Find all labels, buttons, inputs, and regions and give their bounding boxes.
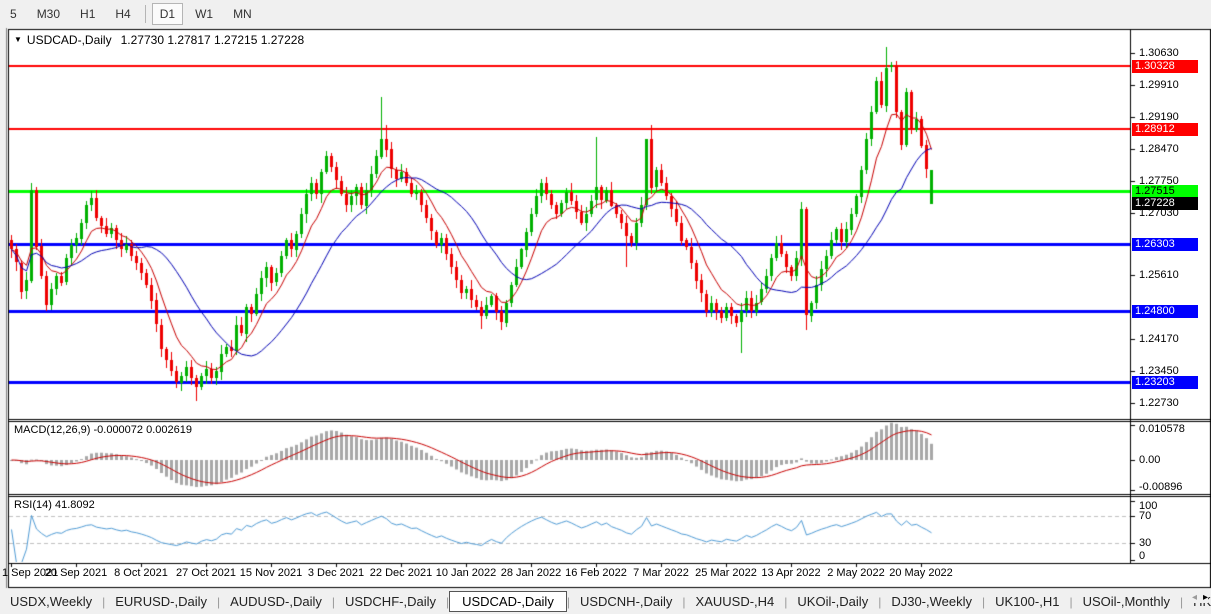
chart-tab-usdcad-daily[interactable]: USDCAD-,Daily <box>449 591 567 612</box>
price-line-badge: 1.28912 <box>1132 122 1198 136</box>
chart-tab-eurusd-daily[interactable]: EURUSD-,Daily <box>115 594 207 609</box>
price-line-badge: 1.27228 <box>1132 197 1198 211</box>
tab-separator: | <box>102 594 106 609</box>
chart-tab-bar: USDX,Weekly | EURUSD-,Daily | AUDUSD-,Daily |… <box>0 589 1211 614</box>
rsi-axis-tick: 100 <box>1139 500 1158 512</box>
chart-tab-uk100-h1[interactable]: UK100-,H1 <box>995 594 1060 609</box>
date-axis-label: 22 Dec 2021 <box>369 567 433 579</box>
chart-tab-usdcnh-daily[interactable]: USDCNH-,Daily <box>579 594 673 609</box>
macd-indicator-label: MACD(12,26,9) -0.000072 0.002619 <box>14 424 192 436</box>
rsi-axis-tick: 70 <box>1139 510 1152 522</box>
tab-separator: | <box>566 594 570 609</box>
chart-tab-xauusd-h4[interactable]: XAUUSD-,H4 <box>695 594 775 609</box>
tab-separator: | <box>1069 594 1073 609</box>
price-axis-tick: 1.28470 <box>1139 142 1179 155</box>
macd-axis-tick: -0.00896 <box>1139 481 1183 493</box>
chart-title: ▼ USDCAD-,Daily 1.27730 1.27817 1.27215 1.… <box>14 33 304 47</box>
price-axis-tick: 1.29910 <box>1139 78 1179 91</box>
date-axis-label: 15 Nov 2021 <box>239 567 303 579</box>
tab-separator: | <box>878 594 882 609</box>
price-line-badge: 1.27515 <box>1132 184 1198 198</box>
rsi-axis-tick: 30 <box>1139 537 1152 549</box>
toolbar-divider <box>144 4 146 23</box>
date-axis-label: 27 Oct 2021 <box>176 567 236 579</box>
timeframe-button-h4[interactable]: H4 <box>115 6 131 21</box>
rsi-indicator-label: RSI(14) 41.8092 <box>14 499 95 511</box>
chart-tab-ukoil-daily[interactable]: UKOil-,Daily <box>797 594 869 609</box>
rsi-value: 41.8092 <box>54 499 95 511</box>
macd-values: -0.000072 0.002619 <box>93 424 192 436</box>
price-axis-tick: 1.22730 <box>1139 397 1179 410</box>
date-axis-label: 28 Jan 2022 <box>500 567 562 579</box>
chart-symbol-label: USDCAD-,Daily <box>26 33 112 47</box>
tab-separator: | <box>216 594 221 609</box>
date-axis-label: 10 Jan 2022 <box>435 567 497 579</box>
symbol-dropdown-icon[interactable]: ▼ <box>14 35 22 44</box>
date-axis-label: 2 May 2022 <box>827 567 885 579</box>
chart-tab-usdchf-daily[interactable]: USDCHF-,Daily <box>344 594 436 609</box>
tab-separator: | <box>682 594 686 609</box>
tab-separator: | <box>331 594 335 609</box>
timeframe-button-5[interactable]: 5 <box>10 6 17 21</box>
chart-tab-audusd-daily[interactable]: AUDUSD-,Daily <box>230 594 322 609</box>
chart-tab-dj30-weekly[interactable]: DJ30-,Weekly <box>891 594 973 609</box>
date-axis-label: 7 Mar 2022 <box>633 567 689 579</box>
date-axis-label: 25 Mar 2022 <box>695 567 757 579</box>
chart-tab-usdx-weekly[interactable]: USDX,Weekly <box>10 594 93 609</box>
rsi-axis-tick: 0 <box>1139 550 1146 562</box>
price-axis-tick: 1.23450 <box>1139 365 1179 378</box>
tab-separator: | <box>784 594 788 609</box>
date-axis-label: 13 Apr 2022 <box>761 567 821 579</box>
timeframe-button-h1[interactable]: H1 <box>80 6 96 21</box>
date-axis-label: 1 Sep 2021 <box>2 567 59 579</box>
tab-scroll-left-icon[interactable]: ◂ <box>1191 592 1197 603</box>
timeframe-button-w1[interactable]: W1 <box>195 6 214 21</box>
price-line-badge: 1.23203 <box>1132 375 1198 389</box>
date-axis-label: 8 Oct 2021 <box>114 567 168 579</box>
date-axis-label: 16 Feb 2022 <box>565 567 627 579</box>
price-line-badge: 1.30328 <box>1132 59 1198 73</box>
date-axis-label: 20 May 2022 <box>889 567 953 579</box>
macd-axis-tick: 0.010578 <box>1139 423 1185 435</box>
timeframe-toolbar: 5 M30 H1 H4 D1 W1 MN <box>0 0 1211 27</box>
tab-scroll-arrows: ◂ ▸ <box>1187 592 1208 603</box>
price-line-badge: 1.24800 <box>1132 304 1198 318</box>
price-axis-tick: 1.27750 <box>1139 174 1179 187</box>
date-axis-label: 3 Dec 2021 <box>307 567 365 579</box>
timeframe-button-m30[interactable]: M30 <box>36 6 61 21</box>
price-line-badge: 1.26303 <box>1132 238 1198 252</box>
tab-separator: | <box>1180 594 1184 609</box>
price-axis-tick: 1.24170 <box>1139 333 1179 346</box>
date-axis-label: 20 Sep 2021 <box>44 567 108 579</box>
timeframe-button-d1[interactable]: D1 <box>151 2 184 25</box>
macd-axis-tick: 0.00 <box>1139 454 1161 466</box>
ohlc-values: 1.27730 1.27817 1.27215 1.27228 <box>120 33 305 47</box>
price-axis-tick: 1.29190 <box>1139 110 1179 123</box>
timeframe-button-mn[interactable]: MN <box>233 6 252 21</box>
tab-scroll-right-icon[interactable]: ▸ <box>1202 592 1208 603</box>
tab-separator: | <box>445 594 450 609</box>
price-axis-tick: 1.30630 <box>1139 46 1179 59</box>
chart-tab-usoil-monthly[interactable]: USOil-,Monthly <box>1082 594 1170 609</box>
tab-separator: | <box>982 594 986 609</box>
price-axis-tick: 1.25610 <box>1139 269 1179 282</box>
